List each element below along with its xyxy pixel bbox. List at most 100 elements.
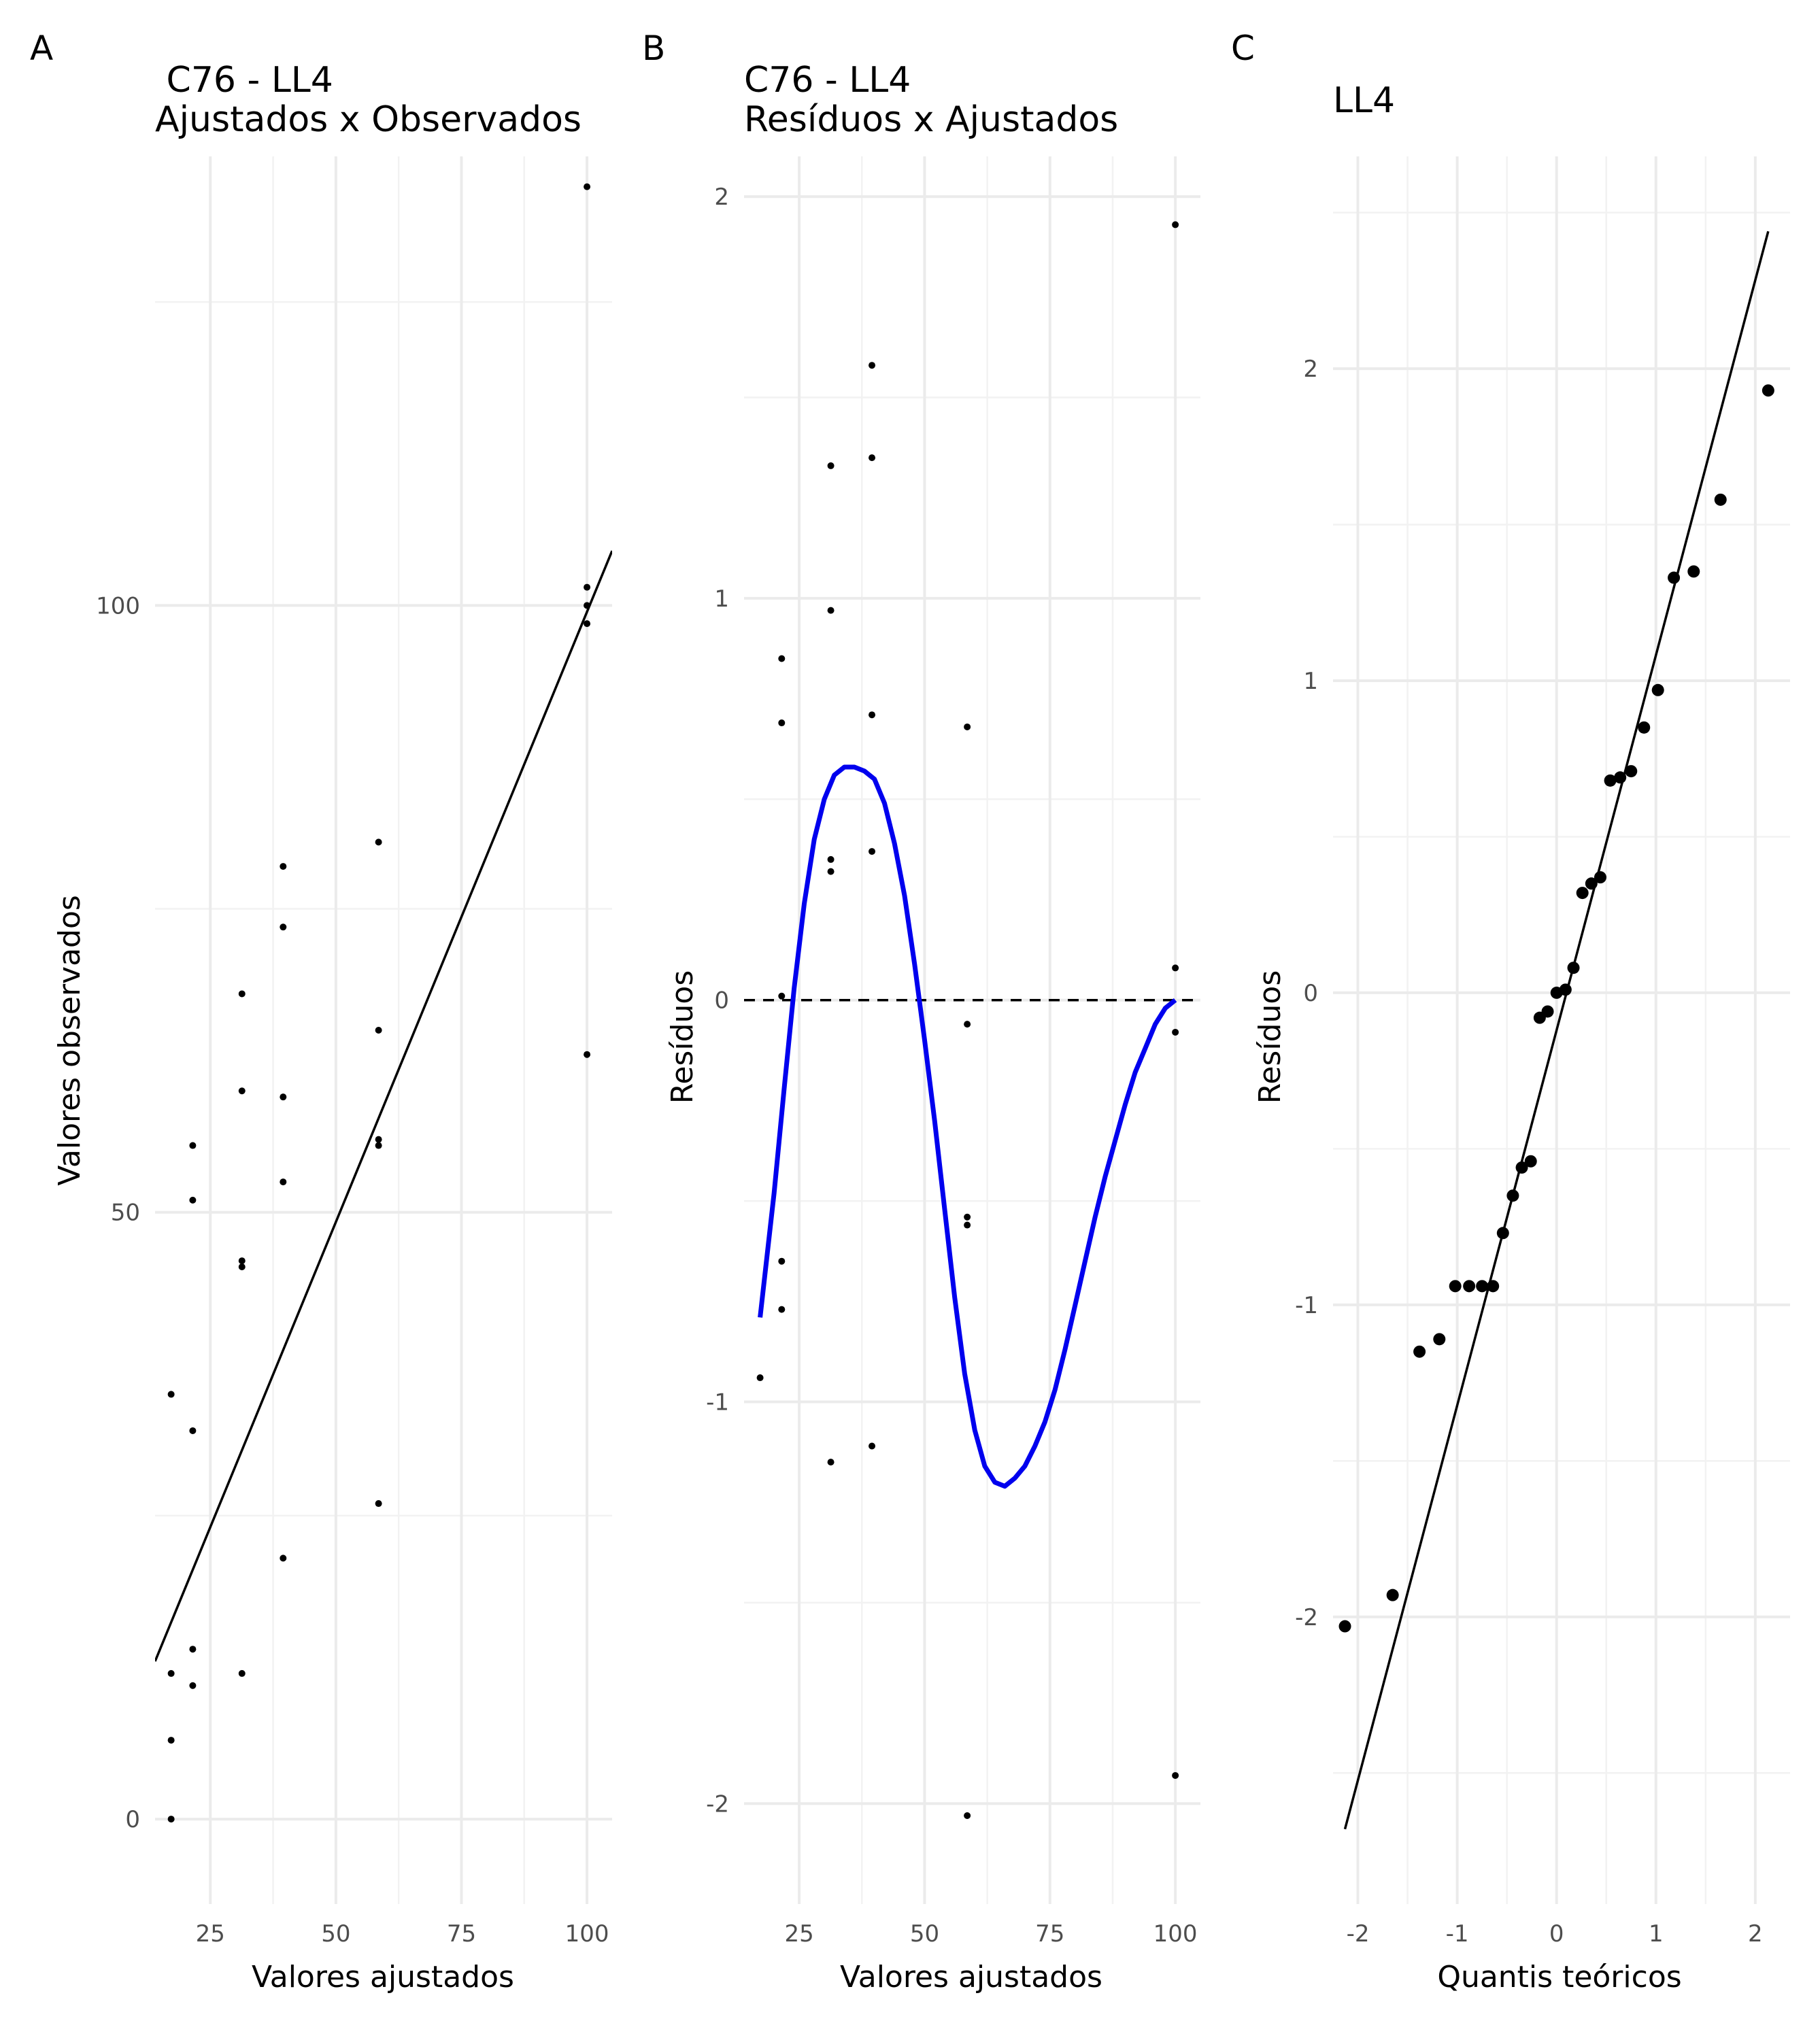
panel-a-data-point	[375, 838, 382, 846]
panel-c-y-tick-label: 1	[1303, 668, 1318, 695]
panel-c-data-point	[1524, 1155, 1537, 1168]
panel-b-title-line-1: C76 - LL4	[744, 60, 911, 101]
panel-a-data-point	[238, 990, 246, 998]
panel-b-data-point	[1172, 221, 1179, 228]
panel-c-data-point	[1559, 983, 1572, 996]
panel-a-data-point	[189, 1142, 197, 1149]
panel-c-y-tick-label: -1	[1295, 1292, 1318, 1319]
panel-c-data-point	[1413, 1345, 1426, 1358]
panel-b-title-line-2: Resíduos x Ajustados	[744, 99, 1118, 140]
panel-a-data-point	[280, 1555, 287, 1562]
panel-c-data-point	[1594, 871, 1606, 884]
panel-a-label: A	[30, 29, 53, 68]
panel-a-data-point	[375, 1027, 382, 1034]
panel-a-x-tick-label: 75	[447, 1920, 476, 1948]
panel-b-data-point	[827, 1459, 835, 1466]
panel-b-data-point	[1172, 1771, 1179, 1779]
panel-a-y-tick-label: 0	[125, 1806, 140, 1833]
panel-c-plot-area: -2 -1 0 1 2 -2 -1 0 1 2	[1295, 156, 1790, 1948]
panel-c-data-point	[1449, 1280, 1462, 1293]
panel-c-data-point	[1585, 877, 1598, 890]
panel-a-data-point	[189, 1646, 197, 1653]
panel-a-data-point	[584, 183, 591, 190]
panel-c-data-point	[1506, 1189, 1519, 1202]
panel-b-data-point	[827, 855, 835, 863]
panel-c-data-point	[1515, 1161, 1528, 1174]
panel-a-data-point	[375, 1142, 382, 1149]
panel-a-x-axis-label: Valores ajustados	[252, 1960, 514, 1994]
panel-c: C LL4 -2 -1 0 1 2 -2 -1 0 1 2 Quantis teóricos Re…	[1231, 29, 1790, 1994]
panel-a-data-point	[189, 1682, 197, 1689]
panel-c-data-point	[1386, 1589, 1399, 1601]
panel-c-data-point	[1651, 683, 1664, 696]
panel-c-label: C	[1231, 29, 1255, 68]
panel-a-reference-line	[155, 550, 612, 1662]
panel-c-data-point	[1638, 721, 1651, 734]
panel-a-data-point	[167, 1391, 175, 1398]
panel-a-data-point	[280, 923, 287, 931]
panel-a-data-point	[584, 620, 591, 628]
panel-c-reference-line	[1343, 231, 1770, 1830]
panel-a-data-point	[375, 1500, 382, 1508]
panel-c-y-tick-label: -2	[1295, 1604, 1318, 1631]
panel-b-y-tick-label: -1	[706, 1389, 729, 1416]
panel-b-data-point	[778, 1257, 786, 1265]
panel-b-x-tick-label: 75	[1035, 1920, 1064, 1948]
panel-a-data-point	[189, 1196, 197, 1204]
panel-c-y-tick-label: 0	[1303, 980, 1318, 1007]
panel-b-data-point	[827, 868, 835, 875]
panel-b-data-point	[827, 462, 835, 469]
panel-a-data-point	[584, 1051, 591, 1058]
panel-a-data-point	[584, 583, 591, 591]
panel-c-data-point	[1604, 774, 1617, 787]
panel-c-data-point	[1476, 1280, 1489, 1293]
panel-b-plot-area: 25 50 75 100 -2 -1 0 1 2	[706, 156, 1200, 1948]
panel-c-data-point	[1668, 571, 1681, 584]
panel-b-data-point	[869, 711, 876, 719]
panel-a-x-tick-label: 50	[321, 1920, 350, 1948]
panel-c-data-point	[1625, 765, 1638, 778]
panel-c-x-tick-label: 0	[1549, 1920, 1564, 1948]
panel-a-data-point	[375, 1136, 382, 1143]
panel-b-data-point	[778, 992, 786, 1000]
panel-b-y-tick-label: 2	[714, 184, 729, 211]
panel-b-data-point	[869, 362, 876, 369]
panel-b-data-point	[1172, 964, 1179, 972]
panel-c-data-point	[1338, 1620, 1351, 1633]
panel-b-data-point	[756, 1374, 764, 1382]
panel-c-x-tick-label: 2	[1748, 1920, 1763, 1948]
panel-b-y-axis-label: Resíduos	[665, 970, 700, 1104]
panel-a-data-point	[280, 1093, 287, 1101]
panel-b-data-point	[964, 1221, 971, 1229]
panel-b-data-point	[964, 723, 971, 730]
panel-a-data-point	[189, 1427, 197, 1434]
panel-a-data-point	[167, 1669, 175, 1677]
panel-b-label: B	[642, 29, 665, 68]
panel-a-data-point	[280, 863, 287, 870]
panel-c-x-tick-label: -1	[1446, 1920, 1469, 1948]
panel-a-data-point	[280, 1178, 287, 1186]
panel-c-data-point	[1714, 493, 1727, 506]
panel-b-data-point	[869, 454, 876, 462]
panel-c-data-point	[1487, 1280, 1500, 1293]
panel-a-data-point	[167, 1737, 175, 1744]
panel-b-data-point	[964, 1812, 971, 1820]
panel-c-x-axis-label: Quantis teóricos	[1437, 1960, 1681, 1994]
panel-c-data-point	[1541, 1005, 1554, 1018]
panel-c-data-point	[1762, 384, 1774, 397]
panel-b-data-point	[778, 719, 786, 727]
panel-a-data-point	[584, 602, 591, 609]
panel-a-data-point	[167, 1816, 175, 1823]
panel-a-y-tick-label: 50	[111, 1200, 140, 1227]
panel-b-smooth-curve	[758, 764, 1177, 1489]
panel-a-data-point	[238, 1087, 246, 1095]
panel-a-y-tick-label: 100	[96, 592, 140, 619]
panel-c-data-point	[1567, 962, 1580, 974]
panel-b-x-tick-label: 25	[784, 1920, 813, 1948]
panel-a-x-tick-label: 100	[565, 1920, 609, 1948]
panel-c-data-point	[1614, 771, 1627, 784]
panel-b-data-point	[869, 848, 876, 855]
panel-c-data-point	[1433, 1333, 1446, 1346]
panel-a-title-line-2: Ajustados x Observados	[155, 99, 582, 140]
